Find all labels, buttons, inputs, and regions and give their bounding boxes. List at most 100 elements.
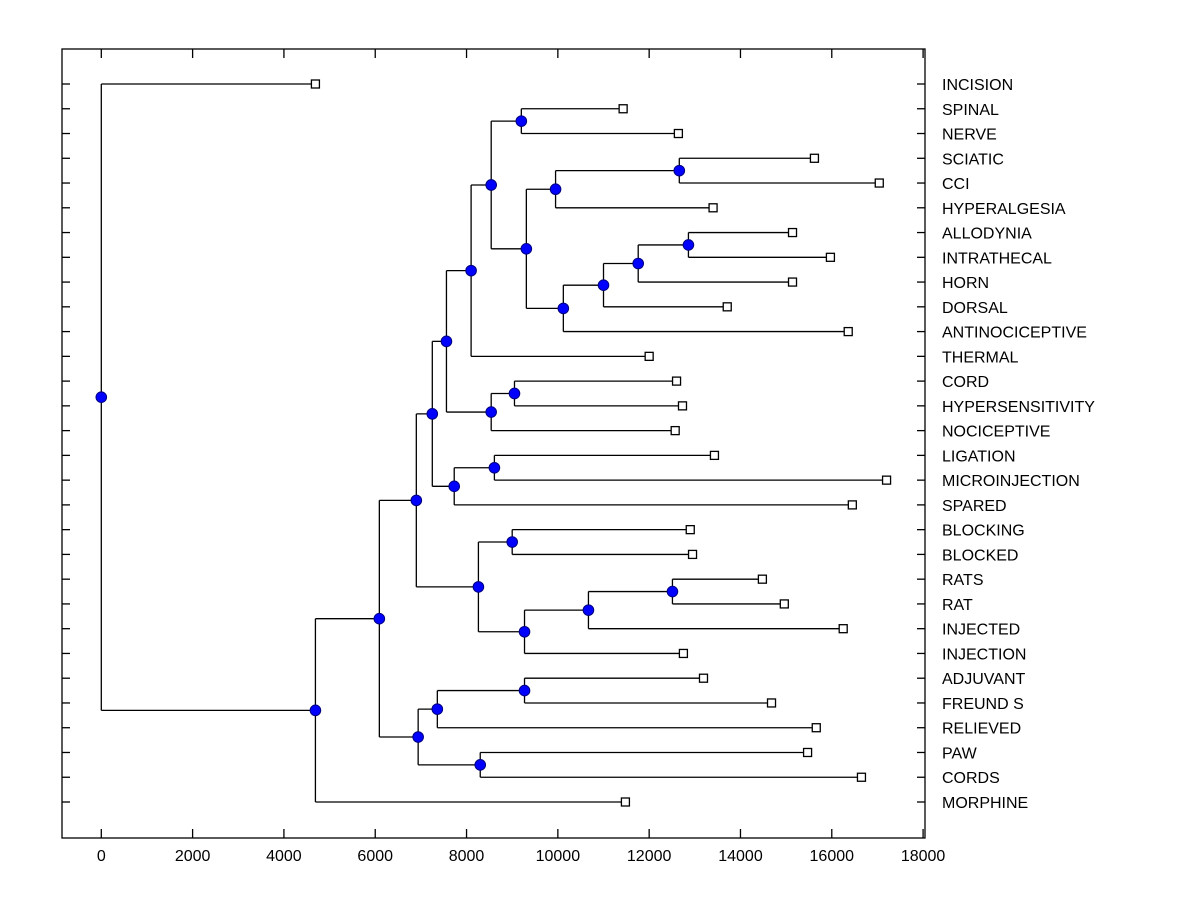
merge-node <box>440 335 453 348</box>
leaf-marker <box>685 525 695 535</box>
merge-node <box>426 408 439 420</box>
leaf-label: HORN <box>942 275 989 292</box>
merge-node <box>474 759 487 771</box>
merge-nodes <box>95 115 695 771</box>
leaf-marker <box>709 450 720 461</box>
leaf-marker <box>310 79 321 89</box>
merge-node <box>485 179 497 191</box>
merge-node <box>373 612 386 625</box>
leaf-marker <box>809 153 820 163</box>
x-tick-label: 10000 <box>536 848 581 865</box>
leaf-label: SCIATIC <box>942 151 1004 168</box>
merge-node <box>518 625 531 638</box>
leaf-label: HYPERALGESIA <box>942 201 1066 218</box>
leaf-marker <box>843 326 853 337</box>
merge-node <box>95 391 108 403</box>
x-axis: 0 2000 4000 6000 8000 10000 12000 14000 16000 180… <box>97 49 946 865</box>
leaf-label: HYPERSENSITIVITY <box>942 399 1095 416</box>
leaf-marker <box>881 475 892 485</box>
merge-node <box>508 387 521 400</box>
leaf-label: PAW <box>942 745 978 762</box>
branches <box>100 83 887 803</box>
leaf-label: RATS <box>942 572 983 589</box>
leaf-marker <box>787 227 798 238</box>
leaf-label: CCI <box>942 176 970 193</box>
leaf-marker <box>811 723 821 733</box>
leaf-marker <box>757 574 768 584</box>
x-tick-label: 18000 <box>901 848 946 865</box>
leaf-label: DORSAL <box>942 300 1008 317</box>
leaf-label: NERVE <box>942 127 997 144</box>
leaf-label: CORDS <box>942 770 1000 787</box>
leaf-label: BLOCKED <box>942 547 1018 564</box>
leaf-label: CORD <box>942 374 989 391</box>
merge-node <box>309 704 322 717</box>
leaf-marker <box>802 747 813 758</box>
merge-node <box>485 406 497 418</box>
leaf-label: RELIEVED <box>942 721 1021 738</box>
leaf-marker <box>618 104 628 114</box>
merge-node <box>515 115 528 127</box>
leaf-marker <box>677 401 688 411</box>
leaf-marker <box>838 624 848 634</box>
y-axis-ticks <box>62 83 925 803</box>
leaf-label: FREUND S <box>942 696 1024 713</box>
leaf-marker <box>678 648 689 659</box>
merge-node <box>666 585 679 598</box>
leaf-label: INJECTED <box>942 622 1020 639</box>
merge-node <box>448 480 461 493</box>
leaf-marker <box>847 500 857 510</box>
merge-node <box>431 703 444 715</box>
merge-node <box>488 461 501 474</box>
leaf-label: MORPHINE <box>942 795 1028 812</box>
leaf-marker <box>670 425 680 436</box>
x-tick-label: 8000 <box>449 848 485 865</box>
leaf-label: ALLODYNIA <box>942 226 1032 243</box>
leaf-marker <box>671 376 682 386</box>
merge-node <box>472 581 485 593</box>
x-tick-label: 0 <box>97 848 106 865</box>
x-tick-label: 12000 <box>627 848 672 865</box>
plot-frame <box>61 48 926 839</box>
merge-node <box>682 239 695 251</box>
leaf-label: MICROINJECTION <box>942 473 1080 490</box>
leaf-marker <box>698 673 709 683</box>
leaf-marker <box>722 302 732 312</box>
leaf-labels: INCISION SPINAL NERVE SCIATIC CCI HYPERALGESI… <box>942 77 1095 812</box>
leaf-marker <box>673 128 684 139</box>
leaf-label: RAT <box>942 597 973 614</box>
leaf-markers <box>310 79 892 807</box>
leaf-marker <box>825 252 836 262</box>
merge-node <box>465 264 477 277</box>
leaf-marker <box>874 178 884 188</box>
leaf-marker <box>766 698 777 708</box>
merge-node <box>412 731 424 743</box>
leaf-label: SPINAL <box>942 102 999 119</box>
merge-node <box>673 164 686 177</box>
leaf-marker <box>708 203 718 213</box>
x-tick-label: 16000 <box>810 848 855 865</box>
x-tick-label: 2000 <box>175 848 211 865</box>
merge-node <box>518 684 531 697</box>
leaf-label: LIGATION <box>942 448 1016 465</box>
leaf-marker <box>779 599 789 609</box>
leaf-marker <box>687 549 698 560</box>
x-tick-label: 14000 <box>718 848 763 865</box>
merge-node <box>632 257 645 270</box>
leaf-marker <box>620 797 631 807</box>
leaf-label: INTRATHECAL <box>942 250 1052 267</box>
leaf-marker <box>787 277 798 287</box>
leaf-label: NOCICEPTIVE <box>942 424 1050 441</box>
x-tick-label: 6000 <box>357 848 393 865</box>
merge-node <box>520 242 533 255</box>
leaf-marker <box>644 351 654 361</box>
x-tick-label: 4000 <box>266 848 302 865</box>
merge-node <box>410 494 423 507</box>
merge-node <box>557 302 570 315</box>
merge-node <box>506 536 518 548</box>
leaf-label: ADJUVANT <box>942 671 1025 688</box>
leaf-label: BLOCKING <box>942 523 1025 540</box>
leaf-marker <box>856 772 867 782</box>
leaf-label: THERMAL <box>942 349 1019 366</box>
